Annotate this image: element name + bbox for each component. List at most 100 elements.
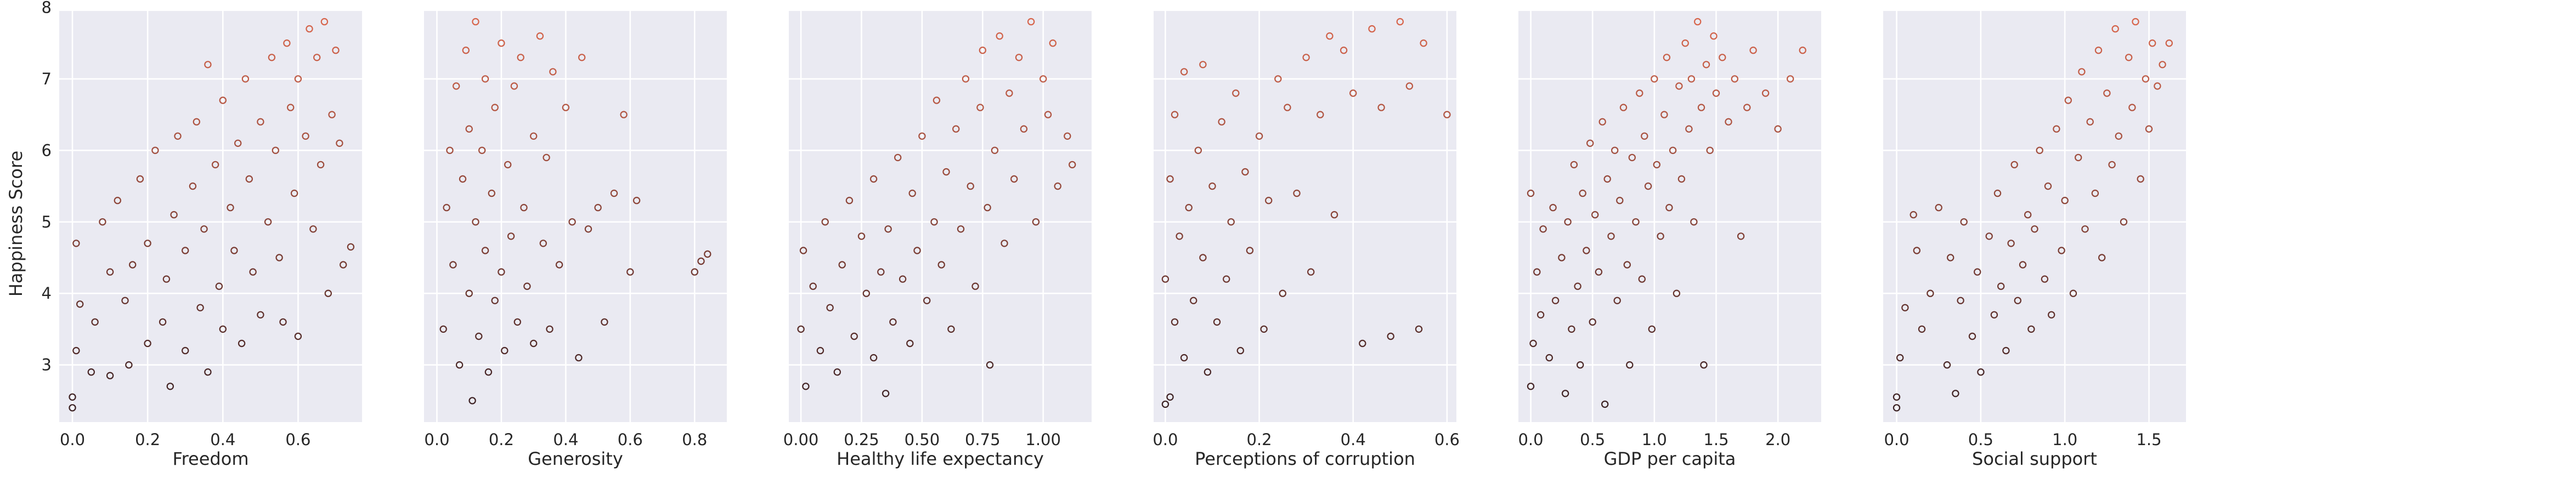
scatter-point [1227,218,1235,226]
scatter-point [1317,111,1324,118]
scatter-point [1677,175,1686,183]
scatter-point [1171,111,1179,118]
scatter-point [1943,361,1951,369]
scatter-point [1591,211,1599,219]
scatter-point [962,75,970,83]
x-tick-label: 0.2 [1246,430,1272,449]
scatter-point [484,368,493,376]
scatter-point [2154,82,2161,90]
scatter-point [1632,218,1640,226]
x-tick-label: 1.0 [2052,430,2077,449]
scatter-point [539,240,547,247]
scatter-point [1368,25,1376,33]
scatter-point [1893,404,1901,412]
scatter-point [1638,275,1646,283]
scatter-point [1918,325,1926,333]
scatter-point [290,189,298,197]
scatter-point [302,132,309,140]
scatter-point [114,197,121,204]
scatter-point [2014,297,2021,305]
scatter-point [91,318,99,326]
scatter-point [196,304,204,312]
scatter-point [1636,89,1643,97]
scatter-point [1387,332,1394,340]
scatter-point [918,132,926,140]
scatter-point [1293,189,1301,197]
x-tick-label: 0.00 [783,430,819,449]
scatter-point [1533,268,1541,276]
scatter-point [877,268,885,276]
scatter-point [136,175,144,183]
plot-area [1154,11,1456,422]
scatter-point [1527,189,1535,197]
scatter-point [821,218,829,226]
scatter-point [833,368,841,376]
panel-freedom: 0.0 0.2 0.4 0.6 Freedom 3 4 5 6 7 8 [42,0,362,469]
scatter-point [2142,75,2150,83]
scatter-point [189,182,197,190]
x-tick-label: 0.8 [682,430,707,449]
scatter-point [2027,325,2035,333]
scatter-point [894,153,902,162]
scatter-point [1246,247,1254,254]
scatter-point [510,82,518,90]
scatter-point [1340,46,1348,54]
scatter-point [2024,211,2032,219]
scatter-point [1957,297,1964,305]
scatter-point [957,225,965,233]
scatter-point [1564,218,1572,226]
scatter-point [1712,89,1720,97]
scatter-point [1027,18,1035,26]
scatter-point [1284,104,1291,111]
scatter-point [1558,254,1566,261]
scatter-point [691,268,699,276]
scatter-point [1985,232,1993,240]
scatter-point [1049,39,1057,47]
scatter-point [1180,354,1188,362]
scatter-point [2091,189,2099,197]
scatter-point [996,32,1003,40]
scatter-point [1574,282,1581,290]
scatter-point [2108,161,2116,169]
scatter-point [491,297,499,305]
y-axis-label: Happiness Score [5,151,26,297]
scatter-point [1710,32,1718,40]
scatter-point [151,146,159,154]
scatter-point [1952,390,1959,397]
scatter-point [234,139,242,147]
scatter-point [1613,297,1621,305]
plot-area [424,11,727,422]
scatter-point [279,318,287,326]
scatter-point [1185,204,1193,212]
scatter-point [1623,261,1631,269]
scatter-point [2137,175,2144,183]
scatter-point [1208,182,1216,190]
scatter-point [211,161,219,169]
scatter-point [869,354,878,362]
scatter-point [1568,325,1575,333]
scatter-point [128,261,137,269]
scatter-point [478,146,486,154]
scatter-point [1570,161,1578,169]
panel-perceptions-of-corruption: 0.0 0.2 0.4 0.6 Perceptions of corruption [1153,7,1460,469]
scatter-point [144,339,151,348]
scatter-point [193,118,200,126]
scatter-point [1598,118,1606,126]
scatter-point [1054,182,1061,190]
scatter-point [1968,332,1976,340]
x-tick-label: 0.2 [135,430,160,449]
scatter-point [1960,218,1968,226]
scatter-point [952,125,960,133]
scatter-point [2159,61,2166,69]
scatter-point [1946,254,1954,261]
scatter-point [1619,104,1628,111]
x-axis-label: Freedom [173,448,249,469]
x-axis-label: Perceptions of corruption [1195,448,1415,469]
scatter-point [1719,54,1726,61]
scatter-point [2010,161,2018,169]
scatter-point [536,32,544,40]
scatter-point [575,354,583,362]
y-tick-label: 6 [42,141,52,160]
scatter-point [257,118,264,126]
